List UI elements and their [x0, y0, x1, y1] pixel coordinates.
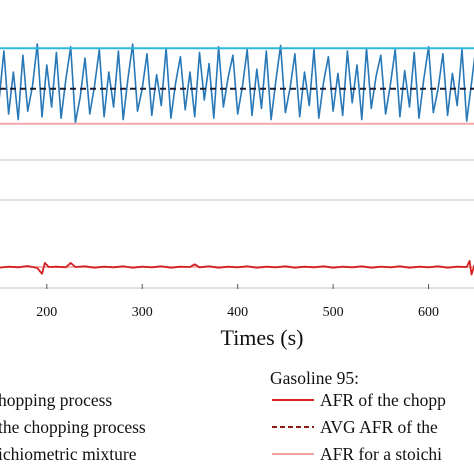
lower-afr-series: [0, 260, 474, 276]
legend-left-label: ichiometric mixture: [0, 444, 137, 464]
legend-right-label: AFR of the chopp: [320, 390, 446, 410]
legend-left-label: hopping process: [0, 390, 112, 410]
legend-left-label: the chopping process: [0, 417, 146, 437]
upper-panel: [0, 43, 474, 125]
legend-right-heading: Gasoline 95:: [270, 368, 359, 388]
x-axis-title: Times (s): [221, 325, 304, 350]
x-tick-label: 400: [227, 305, 248, 320]
legend-right-label: AFR for a stoichi: [320, 444, 442, 464]
legend-right-label: AVG AFR of the: [320, 417, 438, 437]
upper-afr-series: [0, 43, 474, 124]
lower-panel-frame: [0, 199, 474, 289]
x-axis-ticks: 200 300 400 500 600: [36, 284, 439, 320]
legend-left: hopping process the chopping process ichio…: [0, 390, 146, 464]
x-tick-label: 200: [36, 305, 57, 320]
x-tick-label: 500: [323, 305, 344, 320]
upper-panel-frame: [0, 159, 474, 161]
x-tick-label: 300: [132, 305, 153, 320]
x-tick-label: 600: [418, 305, 439, 320]
legend-right: Gasoline 95: AFR of the chopp AVG AFR of …: [270, 368, 446, 464]
lower-panel: [0, 260, 474, 276]
